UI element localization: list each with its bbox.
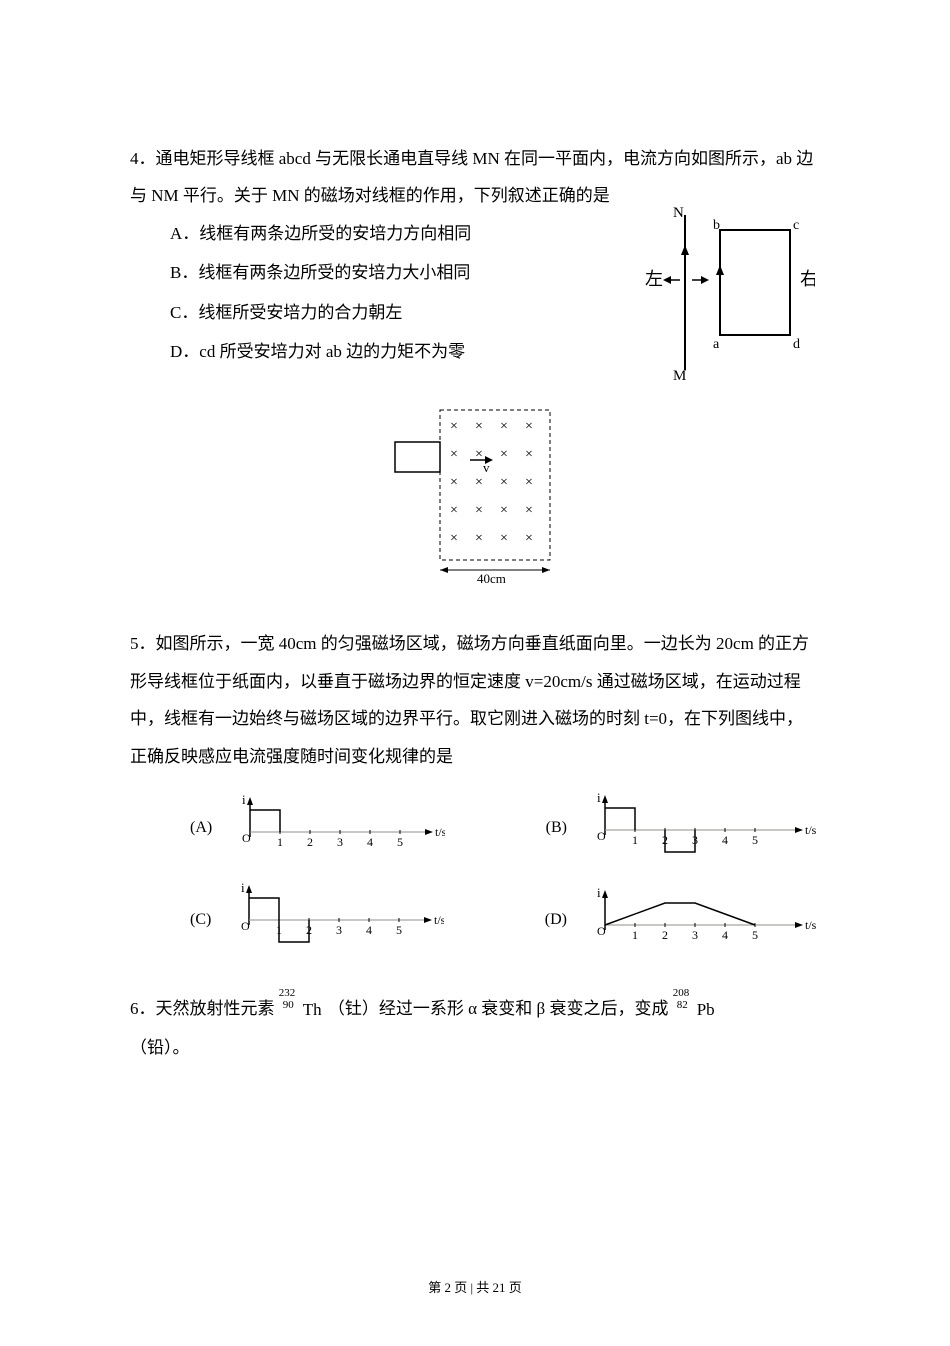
svg-text:2: 2: [307, 835, 313, 849]
q5-graph-a: (A) i t/s O 1 2 3 4 5: [190, 790, 445, 865]
svg-text:×: ×: [475, 503, 483, 518]
svg-text:×: ×: [500, 475, 508, 490]
q4-label-d: d: [793, 337, 800, 352]
q5-label-b: (B): [546, 810, 567, 845]
svg-text:1: 1: [632, 928, 638, 942]
svg-text:×: ×: [525, 475, 533, 490]
question-6: 6．天然放射性元素 232 90 Th （钍）经过一系形 α 衰变和 β 衰变之…: [130, 990, 820, 1066]
page-footer: 第 2 页 | 共 21 页: [0, 1277, 950, 1296]
q4-option-d: D．cd 所受安培力对 ab 边的力矩不为零: [170, 333, 570, 370]
svg-text:4: 4: [367, 835, 373, 849]
q5-graph-b: (B) i t/s O 12345: [546, 790, 820, 865]
svg-text:5: 5: [752, 928, 758, 942]
q4-label-c: c: [793, 218, 799, 233]
q5-graphs-row1: (A) i t/s O 1 2 3 4 5 (B): [130, 790, 820, 865]
svg-text:3: 3: [337, 835, 343, 849]
svg-text:4: 4: [722, 928, 728, 942]
q4-figure: N M b c a d 左 右: [635, 205, 815, 385]
svg-text:×: ×: [450, 475, 458, 490]
th-num: 90: [283, 993, 294, 1017]
svg-text:×: ×: [500, 503, 508, 518]
svg-text:2: 2: [662, 928, 668, 942]
svg-text:i: i: [597, 790, 601, 805]
svg-text:O: O: [597, 924, 606, 938]
svg-text:t/s: t/s: [805, 823, 817, 837]
q5-v-label: v: [483, 460, 490, 475]
svg-text:×: ×: [500, 447, 508, 462]
q5-label-d: (D): [545, 902, 567, 937]
pb-sym: Pb: [697, 1000, 715, 1019]
svg-text:×: ×: [450, 531, 458, 546]
svg-text:×: ×: [475, 531, 483, 546]
q4-label-left: 左: [645, 269, 663, 289]
svg-text:×: ×: [500, 531, 508, 546]
q4-options: A．线框有两条边所受的安培力方向相同 B．线框有两条边所受的安培力大小相同 C．…: [130, 215, 570, 371]
svg-text:×: ×: [525, 531, 533, 546]
q4-label-n: N: [673, 205, 684, 221]
svg-text:×: ×: [475, 475, 483, 490]
q4-option-a: A．线框有两条边所受的安培力方向相同: [170, 215, 570, 252]
svg-text:4: 4: [722, 833, 728, 847]
svg-text:×: ×: [500, 419, 508, 434]
q6-text3: （铅）。: [130, 1029, 820, 1066]
svg-text:4: 4: [366, 923, 372, 937]
q6-number: 6．: [130, 999, 156, 1018]
svg-text:O: O: [242, 831, 251, 845]
q5-width-label: 40cm: [477, 571, 506, 586]
svg-text:5: 5: [397, 835, 403, 849]
q5-field-diagram: ×××× ×××× ×××× ×××× ×××× v 40cm: [375, 400, 575, 590]
svg-text:×: ×: [475, 419, 483, 434]
svg-text:i: i: [597, 885, 601, 900]
svg-text:5: 5: [752, 833, 758, 847]
svg-text:O: O: [241, 919, 250, 933]
q4-label-b: b: [713, 218, 720, 233]
q4-text: 通电矩形导线框 abcd 与无限长通电直导线 MN 在同一平面内，电流方向如图所…: [130, 149, 813, 205]
svg-text:t/s: t/s: [434, 913, 444, 927]
q4-option-c: C．线框所受安培力的合力朝左: [170, 294, 570, 331]
q4-label-a: a: [713, 337, 720, 352]
svg-text:1: 1: [632, 833, 638, 847]
q5-graph-c: (C) i t/s O 12345: [190, 880, 444, 960]
svg-text:O: O: [597, 829, 606, 843]
q5-text: 如图所示，一宽 40cm 的匀强磁场区域，磁场方向垂直纸面向里。一边长为 20c…: [130, 634, 809, 765]
svg-text:×: ×: [450, 503, 458, 518]
svg-text:×: ×: [525, 447, 533, 462]
q4-label-m: M: [673, 368, 686, 384]
svg-text:3: 3: [692, 928, 698, 942]
q5-graphs-row2: (C) i t/s O 1 2 3 4 5 (D): [130, 880, 820, 960]
q4-number: 4．: [130, 149, 156, 168]
svg-text:×: ×: [450, 447, 458, 462]
q5-graph-d: (D) i t/s O 1 2 3 4 5: [545, 880, 820, 960]
q5-label-a: (A): [190, 810, 212, 845]
svg-text:t/s: t/s: [805, 918, 817, 932]
th-sym: Th: [303, 1000, 322, 1019]
svg-text:1: 1: [277, 835, 283, 849]
svg-text:×: ×: [525, 503, 533, 518]
question-5: 5．如图所示，一宽 40cm 的匀强磁场区域，磁场方向垂直纸面向里。一边长为 2…: [130, 625, 820, 960]
svg-text:×: ×: [525, 419, 533, 434]
q4-circuit-diagram: N M b c a d 左 右: [635, 205, 815, 385]
q4-text-block: 4．通电矩形导线框 abcd 与无限长通电直导线 MN 在同一平面内，电流方向如…: [130, 140, 820, 215]
q6-isotope-pb: 208 82 Pb: [675, 991, 715, 1028]
svg-text:t/s: t/s: [435, 825, 445, 839]
q4-label-right: 右: [800, 269, 815, 289]
q6-text2: （钍）经过一系形 α 衰变和 β 衰变之后，变成: [328, 999, 669, 1018]
svg-text:5: 5: [396, 923, 402, 937]
pb-num: 82: [677, 993, 688, 1017]
q5-number: 5．: [130, 634, 156, 653]
svg-text:i: i: [241, 880, 245, 895]
q5-label-c: (C): [190, 902, 211, 937]
q6-text1: 天然放射性元素: [156, 999, 275, 1018]
svg-text:i: i: [242, 792, 246, 807]
q5-figure: ×××× ×××× ×××× ×××× ×××× v 40cm: [130, 400, 820, 595]
q4-option-b: B．线框有两条边所受的安培力大小相同: [170, 254, 570, 291]
svg-text:3: 3: [336, 923, 342, 937]
q6-isotope-th: 232 90 Th: [281, 991, 322, 1028]
svg-text:×: ×: [450, 419, 458, 434]
